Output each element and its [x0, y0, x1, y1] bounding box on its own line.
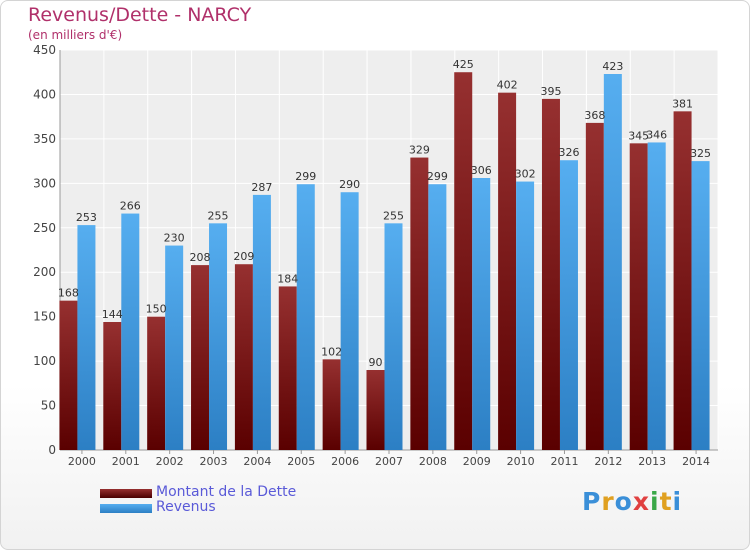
legend-swatch-revenus [100, 504, 152, 513]
bar-revenus-2004 [252, 194, 271, 450]
data-label-revenus-2006: 290 [339, 178, 360, 191]
data-label-dette-2012: 368 [584, 109, 605, 122]
bar-revenus-2007 [384, 223, 403, 450]
bar-dette-2013 [629, 143, 648, 451]
data-label-dette-2001: 144 [102, 308, 123, 321]
bar-dette-2002 [147, 316, 166, 450]
bar-revenus-2013 [647, 142, 666, 450]
data-label-dette-2005: 184 [277, 272, 298, 285]
data-label-dette-2013: 345 [628, 129, 649, 142]
x-tick-label: 2007 [375, 455, 403, 468]
x-tick-label: 2013 [638, 455, 666, 468]
y-tick-label: 250 [33, 221, 56, 235]
x-tick-label: 2004 [243, 455, 271, 468]
chart-title: Revenus/Dette - NARCY [28, 4, 252, 26]
x-tick-label: 2009 [463, 455, 491, 468]
y-tick-label: 0 [48, 443, 56, 457]
bar-revenus-2001 [121, 213, 140, 450]
x-tick-label: 2006 [331, 455, 359, 468]
data-label-revenus-2000: 253 [76, 211, 97, 224]
x-tick-label: 2011 [550, 455, 578, 468]
data-label-revenus-2011: 326 [558, 146, 579, 159]
bar-revenus-2009 [472, 178, 491, 450]
bar-dette-2003 [191, 265, 210, 450]
data-label-dette-2014: 381 [672, 97, 693, 110]
bar-dette-2011 [541, 98, 560, 450]
x-tick-label: 2008 [419, 455, 447, 468]
bar-revenus-2005 [296, 184, 315, 450]
bar-revenus-2006 [340, 192, 359, 450]
bar-dette-2010 [498, 92, 517, 451]
y-tick-label: 450 [33, 43, 56, 57]
bar-dette-2012 [585, 122, 604, 450]
bar-revenus-2008 [428, 184, 447, 450]
bar-dette-2000 [59, 300, 78, 450]
data-label-dette-2002: 150 [146, 303, 167, 316]
x-tick-label: 2002 [156, 455, 184, 468]
x-tick-label: 2010 [507, 455, 535, 468]
x-tick-label: 2000 [68, 455, 96, 468]
legend-label-revenus: Revenus [156, 499, 216, 515]
data-label-revenus-2004: 287 [251, 181, 272, 194]
data-label-dette-2010: 402 [497, 79, 518, 92]
data-label-revenus-2013: 346 [646, 128, 667, 141]
data-label-revenus-2010: 302 [515, 168, 536, 181]
y-tick-label: 300 [33, 176, 56, 190]
axes: 0 50 100 150 200 250 300 350 400 450 2000 2001 2002 2… [33, 43, 718, 468]
bar-dette-2005 [278, 286, 297, 450]
data-label-dette-2009: 425 [453, 58, 474, 71]
bar-revenus-2012 [603, 74, 622, 450]
bar-dette-2014 [673, 111, 692, 450]
bar-dette-2007 [366, 370, 385, 450]
bars [59, 72, 710, 451]
data-label-revenus-2014: 325 [690, 147, 711, 160]
data-label-revenus-2007: 255 [383, 209, 404, 222]
data-labels: 168 253 144 266 150 230 208 255 209 287 184 299 102 2… [58, 58, 711, 369]
chart-subtitle: (en milliers d'€) [28, 28, 123, 42]
legend-label-dette: Montant de la Dette [156, 484, 297, 500]
y-tick-label: 100 [33, 354, 56, 368]
x-tick-label: 2001 [112, 455, 140, 468]
y-tick-label: 400 [33, 87, 56, 101]
data-label-revenus-2008: 299 [427, 170, 448, 183]
data-label-dette-2003: 208 [190, 251, 211, 264]
data-label-revenus-2001: 266 [120, 200, 141, 213]
bar-revenus-2011 [559, 160, 578, 450]
data-label-dette-2000: 168 [58, 287, 79, 300]
bar-dette-2009 [454, 72, 473, 450]
x-tick-label: 2014 [682, 455, 710, 468]
y-tick-label: 150 [33, 310, 56, 324]
y-tick-label: 50 [41, 399, 56, 413]
bar-revenus-2002 [165, 245, 184, 450]
x-tick-label: 2005 [287, 455, 315, 468]
legend-swatch-dette [100, 489, 152, 498]
proxiti-logo: Proxiti [582, 487, 683, 516]
bar-revenus-2014 [691, 161, 710, 450]
bar-dette-2006 [322, 359, 341, 450]
data-label-revenus-2005: 299 [295, 170, 316, 183]
y-tick-label: 350 [33, 132, 56, 146]
data-label-dette-2007: 90 [369, 356, 383, 369]
bar-dette-2001 [103, 322, 122, 450]
x-tick-label: 2012 [594, 455, 622, 468]
y-tick-label: 200 [33, 265, 56, 279]
data-label-dette-2004: 209 [233, 250, 254, 263]
data-label-revenus-2012: 423 [602, 60, 623, 73]
bar-revenus-2010 [516, 181, 535, 451]
data-label-dette-2006: 102 [321, 345, 342, 358]
bar-dette-2008 [410, 157, 429, 451]
data-label-revenus-2002: 230 [164, 232, 185, 245]
bar-dette-2004 [234, 264, 253, 450]
bar-revenus-2003 [209, 223, 228, 450]
data-label-revenus-2009: 306 [471, 164, 492, 177]
x-tick-label: 2003 [200, 455, 228, 468]
data-label-revenus-2003: 255 [208, 209, 229, 222]
data-label-dette-2011: 395 [540, 85, 561, 98]
data-label-dette-2008: 329 [409, 144, 430, 157]
bar-revenus-2000 [77, 225, 96, 450]
